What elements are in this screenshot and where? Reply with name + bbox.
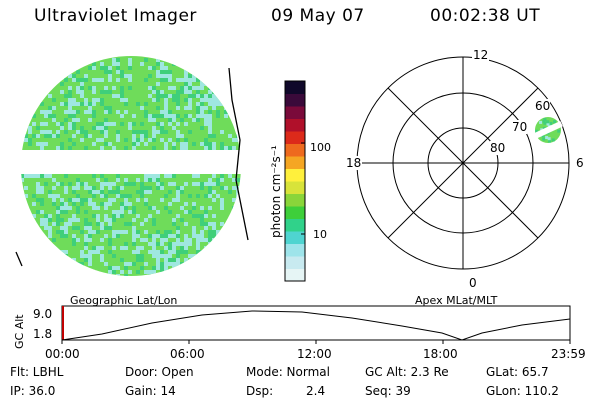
colorbar-segment [285, 206, 305, 219]
glon-status: GLon: 110.2 [486, 384, 559, 398]
timeline-xtick-2359: 23:59 [551, 347, 586, 361]
colorbar-segment [285, 193, 305, 207]
mlt-label-6: 6 [575, 156, 585, 170]
timeline-xtick-0600: 06:00 [170, 347, 205, 361]
colorbar-segment [285, 218, 305, 232]
coastline-fragment [15, 251, 23, 267]
date-label: 09 May 07 [271, 6, 365, 26]
colorbar-tick-10: 10 [313, 228, 327, 241]
timeline-ylabel: GC Alt [13, 314, 26, 349]
time-label: 00:02:38 UT [430, 6, 541, 26]
colorbar-segment [285, 181, 305, 194]
colorbar-segment [285, 243, 305, 257]
mlt-label-12: 12 [472, 48, 490, 62]
filter-status: Flt: LBHL [10, 365, 64, 379]
glat-status: GLat: 65.7 [486, 365, 549, 379]
ip-status: IP: 36.0 [10, 384, 56, 398]
timeline-xtick-1800: 18:00 [423, 347, 458, 361]
timeline-xtick-1200: 12:00 [297, 347, 332, 361]
dsp-label: Dsp: [246, 384, 274, 398]
instrument-title: Ultraviolet Imager [34, 6, 197, 26]
geographic-panel-label: Geographic Lat/Lon [70, 294, 178, 307]
timeline-ytick-high: 9.0 [33, 307, 53, 321]
colorbar-segment [285, 81, 305, 94]
mlat-mlt-polar-plot [356, 56, 570, 270]
colorbar-segment [285, 118, 305, 132]
colorbar-segment [285, 231, 305, 244]
timeline-xtick-0000: 00:00 [45, 347, 80, 361]
color-scale-bar [284, 80, 306, 282]
mlat-label-60: 60 [535, 99, 551, 113]
colorbar-segment [285, 143, 305, 157]
colorbar-segment [285, 93, 305, 107]
mlt-label-18: 18 [345, 156, 363, 170]
mlt-label-0: 0 [468, 276, 478, 290]
mlat-label-70: 70 [512, 120, 528, 134]
auroral-oval-patch [533, 117, 563, 143]
colorbar-segment [285, 256, 305, 269]
mlat-label-80: 80 [490, 141, 506, 155]
colorbar-segment [285, 168, 305, 182]
colorbar-tick-100: 100 [310, 141, 331, 154]
mode-status: Mode: Normal [246, 365, 330, 379]
orbit-altitude-timeline [61, 305, 571, 344]
colorbar-segment [285, 106, 305, 119]
door-status: Door: Open [125, 365, 194, 379]
gc-alt-status: GC Alt: 2.3 Re [365, 365, 449, 379]
seq-status: Seq: 39 [365, 384, 411, 398]
colorbar-unit-label: photon cm⁻²s⁻¹ [269, 145, 283, 238]
timeline-ytick-low: 1.8 [33, 327, 53, 341]
gain-status: Gain: 14 [125, 384, 176, 398]
colorbar-segment [285, 131, 305, 144]
terminator-line [228, 67, 249, 241]
colorbar-segment [285, 156, 305, 169]
geographic-image [15, 56, 249, 276]
colorbar-segment [285, 268, 305, 282]
apex-panel-label: Apex MLat/MLT [415, 294, 498, 307]
dsp-value: 2.4 [306, 384, 326, 398]
